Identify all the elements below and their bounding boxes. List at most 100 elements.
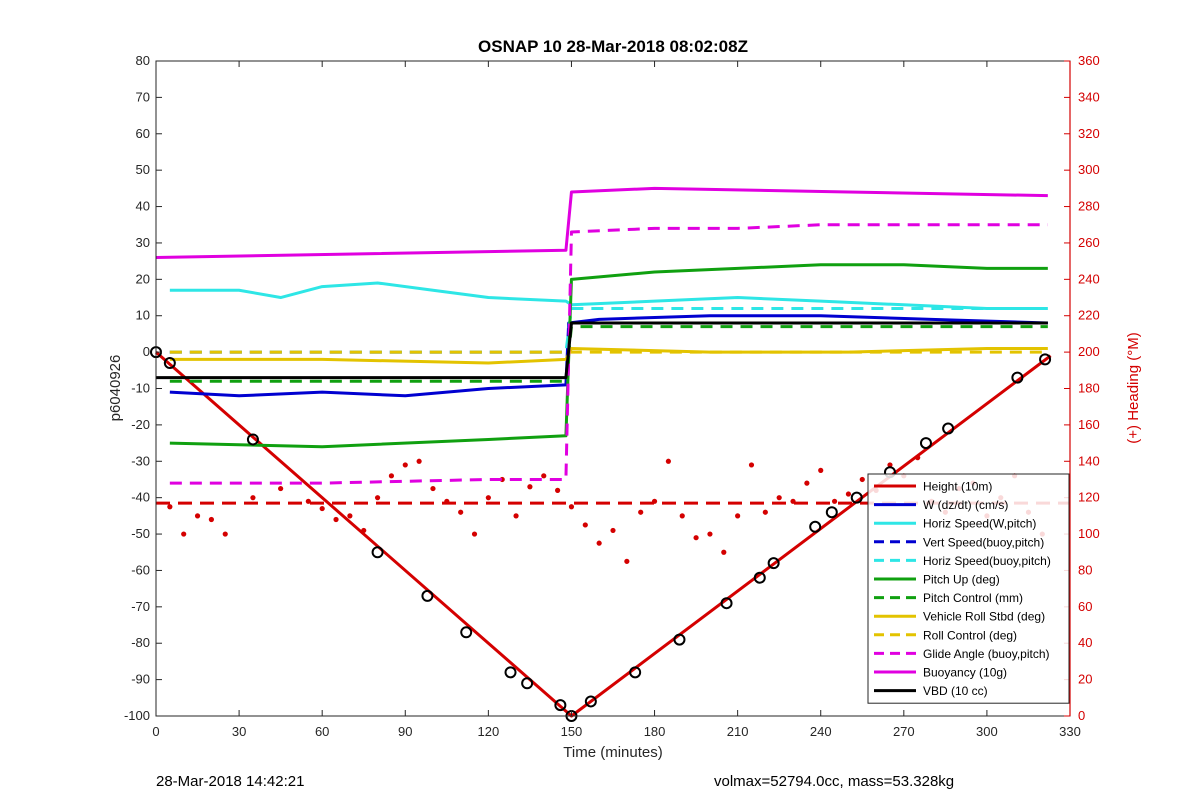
- heading-point: [818, 467, 824, 473]
- height-marker: [521, 677, 534, 690]
- series-line: [169, 325, 1048, 383]
- y-right-tick-label: 140: [1078, 453, 1100, 468]
- heading-point: [555, 487, 561, 493]
- heading-point: [319, 505, 325, 512]
- y-left-tick-label: -10: [131, 381, 150, 396]
- heading-point: [416, 458, 422, 464]
- legend-entry[interactable]: Pitch Control (mm): [923, 591, 1023, 605]
- y-right-tick-label: 300: [1078, 162, 1100, 177]
- y-left-tick-label: -40: [131, 490, 150, 505]
- series-line: [169, 306, 1048, 354]
- legend-entry[interactable]: Height (10m): [923, 480, 992, 494]
- x-tick-label: 0: [152, 724, 159, 739]
- heading-point: [638, 509, 644, 515]
- legend-entry[interactable]: Horiz Speed(W,pitch): [923, 517, 1036, 531]
- heading-point: [804, 480, 810, 486]
- y-axis-label-right: (+) Heading (°M): [1125, 332, 1142, 443]
- y-left-tick-label: -60: [131, 562, 150, 577]
- y-left-tick-label: -50: [131, 526, 150, 541]
- legend-entry[interactable]: Vert Speed(buoy,pitch): [923, 535, 1044, 549]
- x-tick-label: 240: [810, 724, 832, 739]
- height-marker: [825, 506, 838, 519]
- series-line: [169, 281, 1048, 310]
- series-line: [155, 186, 1048, 259]
- legend-entry[interactable]: Glide Angle (buoy,pitch): [923, 647, 1050, 661]
- height-marker: [584, 695, 597, 708]
- height-marker: [554, 699, 567, 712]
- y-left-tick-label: -90: [131, 672, 150, 687]
- heading-point: [776, 495, 782, 501]
- heading-point: [721, 549, 727, 555]
- y-left-tick-label: -100: [124, 708, 150, 723]
- y-left-tick-label: 0: [143, 344, 150, 359]
- x-tick-label: 270: [893, 724, 915, 739]
- height-marker: [629, 666, 642, 679]
- x-tick-label: 90: [398, 724, 412, 739]
- height-marker: [460, 626, 473, 639]
- y-right-tick-label: 160: [1078, 417, 1100, 432]
- x-tick-label: 300: [976, 724, 998, 739]
- y-left-tick-label: 70: [136, 89, 150, 104]
- y-right-tick-label: 220: [1078, 308, 1100, 323]
- heading-point: [388, 473, 395, 479]
- heading-point: [707, 531, 713, 537]
- y-right-tick-label: 120: [1078, 490, 1100, 505]
- heading-point: [444, 498, 450, 504]
- legend-entry[interactable]: Pitch Up (deg): [923, 573, 1000, 587]
- x-tick-label: 210: [727, 724, 749, 739]
- heading-point: [568, 504, 575, 510]
- chart-title: OSNAP 10 28-Mar-2018 08:02:08Z: [478, 37, 748, 56]
- y-right-tick-label: 60: [1078, 599, 1092, 614]
- heading-point: [305, 498, 311, 504]
- legend-entry[interactable]: Buoyancy (10g): [923, 666, 1007, 680]
- legend-entry[interactable]: Vehicle Roll Stbd (deg): [923, 610, 1045, 624]
- legend-entry[interactable]: Horiz Speed(buoy,pitch): [923, 554, 1051, 568]
- footer-timestamp: 28-Mar-2018 14:42:21: [156, 773, 305, 790]
- y-right-tick-label: 360: [1078, 53, 1100, 68]
- legend-entry[interactable]: VBD (10 cc): [923, 684, 988, 698]
- heading-point: [208, 516, 214, 523]
- heading-point: [831, 498, 838, 504]
- y-left-tick-label: -20: [131, 417, 150, 432]
- height-marker: [1011, 371, 1024, 384]
- y-left-tick-label: -30: [131, 453, 150, 468]
- x-tick-label: 60: [315, 724, 329, 739]
- x-tick-label: 180: [644, 724, 666, 739]
- heading-point: [582, 522, 588, 528]
- y-left-tick-label: 40: [136, 199, 150, 214]
- heading-point: [790, 498, 796, 504]
- series-line: [169, 263, 1048, 449]
- legend-box: [867, 473, 1070, 704]
- heading-point: [596, 540, 602, 546]
- height-marker: [753, 571, 766, 584]
- heading-point: [762, 509, 768, 515]
- heading-point: [665, 458, 671, 464]
- heading-point: [693, 535, 699, 541]
- heading-point: [181, 531, 187, 537]
- y-left-tick-label: 60: [136, 126, 150, 141]
- height-marker: [767, 557, 780, 570]
- legend[interactable]: Height (10m) W (dz/dt) (cm/s) Horiz Speed(…: [867, 473, 1070, 704]
- height-marker: [720, 597, 733, 610]
- y-right-tick-label: 20: [1078, 672, 1092, 687]
- heading-point: [402, 462, 408, 468]
- axes: 0 30 60 90 120 150 180 210 240 270 300 330-100-90-8…: [124, 53, 1100, 739]
- legend-entry[interactable]: Roll Control (deg): [923, 628, 1017, 642]
- heading-point: [430, 485, 436, 492]
- footer-volmax-mass: volmax=52794.0cc, mass=53.328kg: [714, 773, 955, 790]
- height-marker: [809, 520, 822, 533]
- heading-point: [651, 498, 658, 504]
- y-left-tick-label: 30: [136, 235, 150, 250]
- heading-point: [610, 527, 616, 534]
- heading-point: [485, 495, 491, 501]
- series-line: [169, 223, 1048, 485]
- heading-point: [167, 504, 173, 510]
- y-right-tick-label: 340: [1078, 89, 1100, 104]
- heading-point: [374, 495, 381, 501]
- height-marker: [371, 546, 384, 559]
- heading-point: [845, 491, 852, 497]
- legend-entry[interactable]: W (dz/dt) (cm/s): [923, 498, 1008, 512]
- y-right-tick-label: 0: [1078, 708, 1085, 723]
- heading-point: [458, 509, 464, 515]
